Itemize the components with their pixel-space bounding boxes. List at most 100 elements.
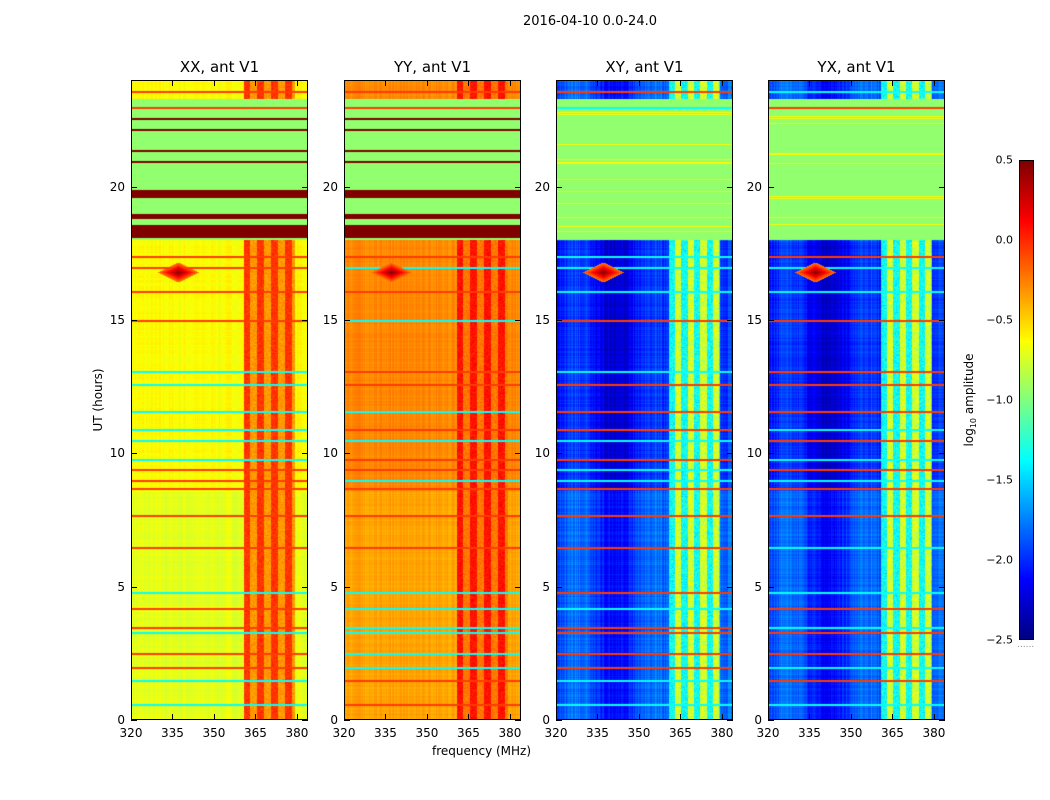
x-tick-mark <box>296 80 298 86</box>
x-tick-mark <box>468 80 470 86</box>
x-tick-mark <box>850 714 852 720</box>
x-tick-mark <box>768 714 769 720</box>
x-tick-label: 350 <box>839 726 863 740</box>
y-tick-mark <box>768 720 774 721</box>
heatmap-yx <box>768 80 945 720</box>
y-tick-label: 5 <box>330 579 338 594</box>
panel-xx: XX, ant V1 0 5 10 15 20 320 335 350 365 380 <box>110 58 309 740</box>
y-tick-mark <box>727 720 733 721</box>
y-tick-mark <box>768 186 774 188</box>
x-tick-mark <box>255 714 257 720</box>
x-tick-label: 380 <box>710 726 734 740</box>
x-tick-label: 380 <box>922 726 946 740</box>
y-tick-label: 20 <box>534 179 550 194</box>
x-tick-mark <box>721 80 723 86</box>
heatmap-yy <box>344 80 521 720</box>
y-tick-label: 0 <box>754 713 762 727</box>
y-tick-label: 10 <box>746 446 762 461</box>
x-tick-label: 365 <box>881 726 904 740</box>
y-tick-mark <box>515 320 521 321</box>
y-tick-mark <box>727 186 733 188</box>
y-tick-mark <box>515 453 521 455</box>
x-tick-mark <box>556 714 557 720</box>
colorbar-tick-label: −1.0 <box>986 393 1013 407</box>
x-tick-mark <box>809 714 811 720</box>
y-tick-mark <box>515 586 521 588</box>
panel-xy: XY, ant V1 0 5 10 15 20 320 335 350 365 380 <box>535 58 734 740</box>
y-tick-mark <box>768 453 774 455</box>
y-tick-mark <box>302 186 308 188</box>
y-tick-mark <box>344 453 350 455</box>
panel-title: XY, ant V1 <box>605 58 684 76</box>
figure-title: 2016-04-10 0.0-24.0 <box>523 14 657 29</box>
y-tick-mark <box>302 720 308 721</box>
y-tick-mark <box>131 720 137 721</box>
x-tick-mark <box>172 80 174 86</box>
x-tick-mark <box>131 80 132 86</box>
panel-title: YY, ant V1 <box>393 58 471 76</box>
y-tick-mark <box>727 320 733 321</box>
x-tick-mark <box>850 80 852 86</box>
x-tick-label: 320 <box>119 726 143 740</box>
y-tick-mark <box>556 586 562 588</box>
x-tick-mark <box>721 714 723 720</box>
x-tick-mark <box>426 714 428 720</box>
x-tick-mark <box>296 714 298 720</box>
y-tick-label: 5 <box>542 579 550 594</box>
y-tick-label: 20 <box>746 179 762 194</box>
colorbar-label-log: log <box>961 428 976 447</box>
y-tick-label: 15 <box>746 313 762 327</box>
y-tick-mark <box>515 186 521 188</box>
x-axis-label: frequency (MHz) <box>432 744 532 758</box>
colorbar-extend-marker: ...... <box>1017 640 1035 650</box>
y-tick-mark <box>344 186 350 188</box>
y-tick-mark <box>939 186 945 188</box>
y-tick-mark <box>131 586 137 588</box>
y-tick-mark <box>556 720 562 721</box>
y-tick-label: 10 <box>109 446 125 461</box>
x-tick-mark <box>597 80 599 86</box>
x-tick-mark <box>638 80 640 86</box>
colorbar-label-rest: amplitude <box>961 353 976 418</box>
colorbar-label: log10 amplitude <box>962 354 978 447</box>
x-tick-mark <box>933 80 935 86</box>
y-tick-mark <box>515 720 521 721</box>
x-tick-label: 365 <box>244 726 267 740</box>
x-tick-label: 320 <box>756 726 780 740</box>
y-tick-mark <box>131 186 137 188</box>
y-tick-mark <box>727 586 733 588</box>
y-tick-label: 0 <box>542 713 550 727</box>
x-tick-mark <box>468 714 470 720</box>
colorbar-tick-label: −1.5 <box>986 473 1013 487</box>
colorbar-tick-label: 0.5 <box>995 153 1014 167</box>
y-tick-mark <box>727 453 733 455</box>
x-tick-mark <box>597 714 599 720</box>
x-tick-mark <box>213 714 215 720</box>
colorbar <box>1019 160 1034 640</box>
y-tick-mark <box>939 586 945 588</box>
y-tick-label: 0 <box>117 713 125 727</box>
heatmap-xx <box>131 80 308 720</box>
y-tick-label: 10 <box>534 446 550 461</box>
x-tick-label: 350 <box>415 726 439 740</box>
y-tick-label: 20 <box>109 179 125 194</box>
y-tick-mark <box>344 320 350 321</box>
x-tick-mark <box>509 80 511 86</box>
x-tick-label: 335 <box>586 726 609 740</box>
y-tick-mark <box>131 320 137 321</box>
y-tick-label: 5 <box>754 579 762 594</box>
x-tick-mark <box>933 714 935 720</box>
axes-frame <box>344 80 521 720</box>
x-tick-mark <box>385 714 387 720</box>
x-tick-mark <box>509 714 511 720</box>
y-tick-mark <box>768 320 774 321</box>
x-tick-mark <box>131 714 132 720</box>
y-tick-mark <box>768 586 774 588</box>
x-tick-label: 320 <box>332 726 356 740</box>
y-tick-mark <box>302 453 308 455</box>
x-tick-mark <box>172 714 174 720</box>
x-tick-mark <box>638 714 640 720</box>
y-tick-mark <box>939 453 945 455</box>
x-tick-mark <box>892 80 894 86</box>
